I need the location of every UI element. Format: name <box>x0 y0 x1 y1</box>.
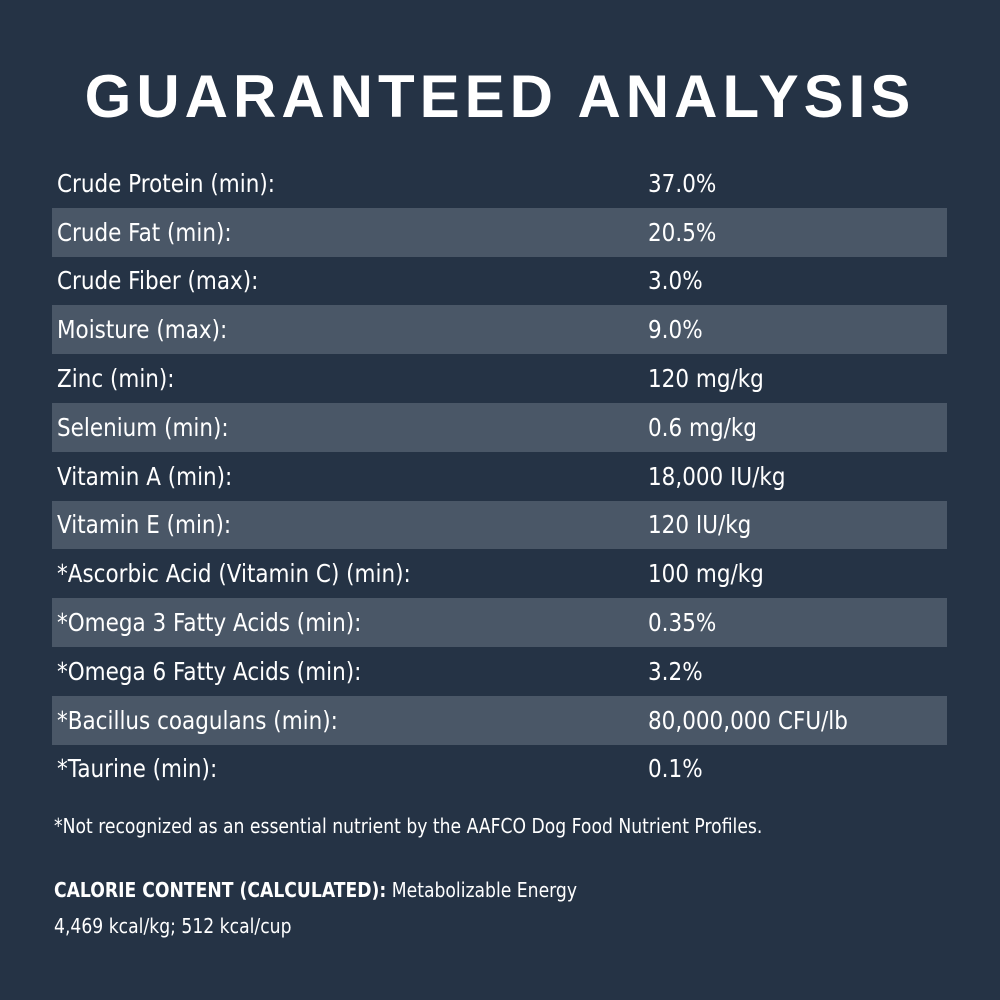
calorie-text: Metabolizable Energy <box>391 878 578 902</box>
table-row: *Omega 6 Fatty Acids (min): 3.2% <box>52 647 947 696</box>
title: GUARANTEED ANALYSIS <box>84 63 916 130</box>
table-row: *Ascorbic Acid (Vitamin C) (min): 100 mg/… <box>52 549 947 598</box>
calorie-label: CALORIE CONTENT (CALCULATED): <box>54 878 387 902</box>
row-value: 120 IU/kg <box>648 510 752 540</box>
row-label: *Taurine (min): <box>57 754 218 784</box>
row-value: 0.6 mg/kg <box>648 412 757 442</box>
row-value: 37.0% <box>648 168 717 198</box>
table-row: Crude Fiber (max): 3.0% <box>52 257 947 306</box>
row-label: *Ascorbic Acid (Vitamin C) (min): <box>57 559 411 589</box>
row-label: *Omega 6 Fatty Acids (min): <box>57 656 362 686</box>
row-value: 3.2% <box>648 656 703 686</box>
analysis-table: Crude Protein (min): 37.0% Crude Fat (min)… <box>52 159 947 793</box>
table-row: Vitamin A (min): 18,000 IU/kg <box>52 452 947 501</box>
row-label: *Omega 3 Fatty Acids (min): <box>57 608 362 638</box>
row-label: Moisture (max): <box>57 315 228 345</box>
row-value: 18,000 IU/kg <box>648 461 786 491</box>
row-value: 3.0% <box>648 266 703 296</box>
table-row: *Bacillus coagulans (min): 80,000,000 CFU… <box>52 695 947 745</box>
table-row: Crude Protein (min): 37.0% <box>52 159 947 208</box>
table-row: Crude Fat (min): 20.5% <box>52 207 947 257</box>
table-row: *Omega 3 Fatty Acids (min): 0.35% <box>52 598 947 647</box>
row-label: Crude Fiber (max): <box>57 266 259 296</box>
row-value: 0.1% <box>648 754 703 784</box>
footnote: *Not recognized as an essential nutrient… <box>54 814 763 838</box>
row-label: Crude Protein (min): <box>57 168 275 198</box>
table-row: Selenium (min): 0.6 mg/kg <box>52 402 947 452</box>
row-value: 0.35% <box>648 608 717 638</box>
row-value: 80,000,000 CFU/lb <box>648 705 848 735</box>
row-label: Vitamin E (min): <box>57 510 232 540</box>
row-value: 9.0% <box>648 315 703 345</box>
row-value: 100 mg/kg <box>648 559 764 589</box>
row-value: 120 mg/kg <box>648 364 764 394</box>
row-value: 20.5% <box>648 217 717 247</box>
calorie-values: 4,469 kcal/kg; 512 kcal/cup <box>54 914 292 938</box>
table-row: *Taurine (min): 0.1% <box>52 745 947 794</box>
row-label: Crude Fat (min): <box>57 217 232 247</box>
table-row: Moisture (max): 9.0% <box>52 305 947 355</box>
row-label: Zinc (min): <box>57 364 175 394</box>
row-label: *Bacillus coagulans (min): <box>57 705 338 735</box>
table-row: Zinc (min): 120 mg/kg <box>52 354 947 403</box>
calorie-content: CALORIE CONTENT (CALCULATED): Metaboliza… <box>54 872 577 944</box>
table-row: Vitamin E (min): 120 IU/kg <box>52 500 947 550</box>
row-label: Vitamin A (min): <box>57 461 233 491</box>
row-label: Selenium (min): <box>57 412 229 442</box>
